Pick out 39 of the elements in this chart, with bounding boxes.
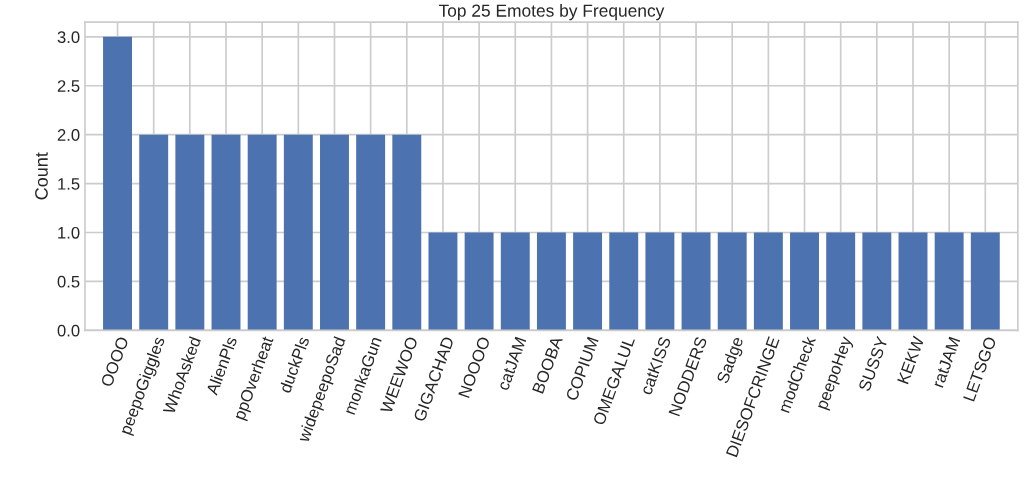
bar <box>681 232 711 331</box>
bar <box>356 134 386 331</box>
x-tick-label: catKISS <box>639 336 672 396</box>
y-tick-label: 2.5 <box>57 80 80 92</box>
bar <box>934 232 964 331</box>
x-tick-label: SUSSY <box>858 335 889 392</box>
bar <box>790 232 819 331</box>
y-tick-label: 3.0 <box>57 31 80 44</box>
bar <box>392 134 422 331</box>
x-tick-label: ratJAM <box>932 336 961 388</box>
bar <box>103 36 132 331</box>
bar <box>175 134 205 331</box>
bar <box>753 232 783 331</box>
bar <box>898 232 928 331</box>
bar <box>573 232 603 331</box>
bar <box>428 232 458 331</box>
bar <box>609 232 639 331</box>
bar <box>283 134 313 331</box>
bar <box>970 232 1000 331</box>
y-tick-label: 0.0 <box>57 324 80 337</box>
bar <box>826 232 856 331</box>
y-tick-label: 1.5 <box>58 178 80 190</box>
bar <box>139 134 169 331</box>
bar <box>862 232 892 331</box>
y-tick-label: 2.0 <box>57 129 80 141</box>
y-tick-label: 0.5 <box>57 275 80 288</box>
x-tick-label: KEKW <box>897 335 925 385</box>
y-tick-label: 1.0 <box>58 226 80 239</box>
bar <box>320 134 349 331</box>
bar <box>500 232 530 331</box>
y-axis-title: Count <box>35 152 48 200</box>
bar <box>247 134 277 331</box>
bar <box>211 134 241 331</box>
bar <box>536 232 566 331</box>
chart-title: Top 25 Emotes by Frequency <box>438 4 665 21</box>
x-tick-label: catJAM <box>497 336 527 391</box>
bar <box>464 232 494 331</box>
bar <box>717 232 747 331</box>
bar <box>645 232 675 331</box>
